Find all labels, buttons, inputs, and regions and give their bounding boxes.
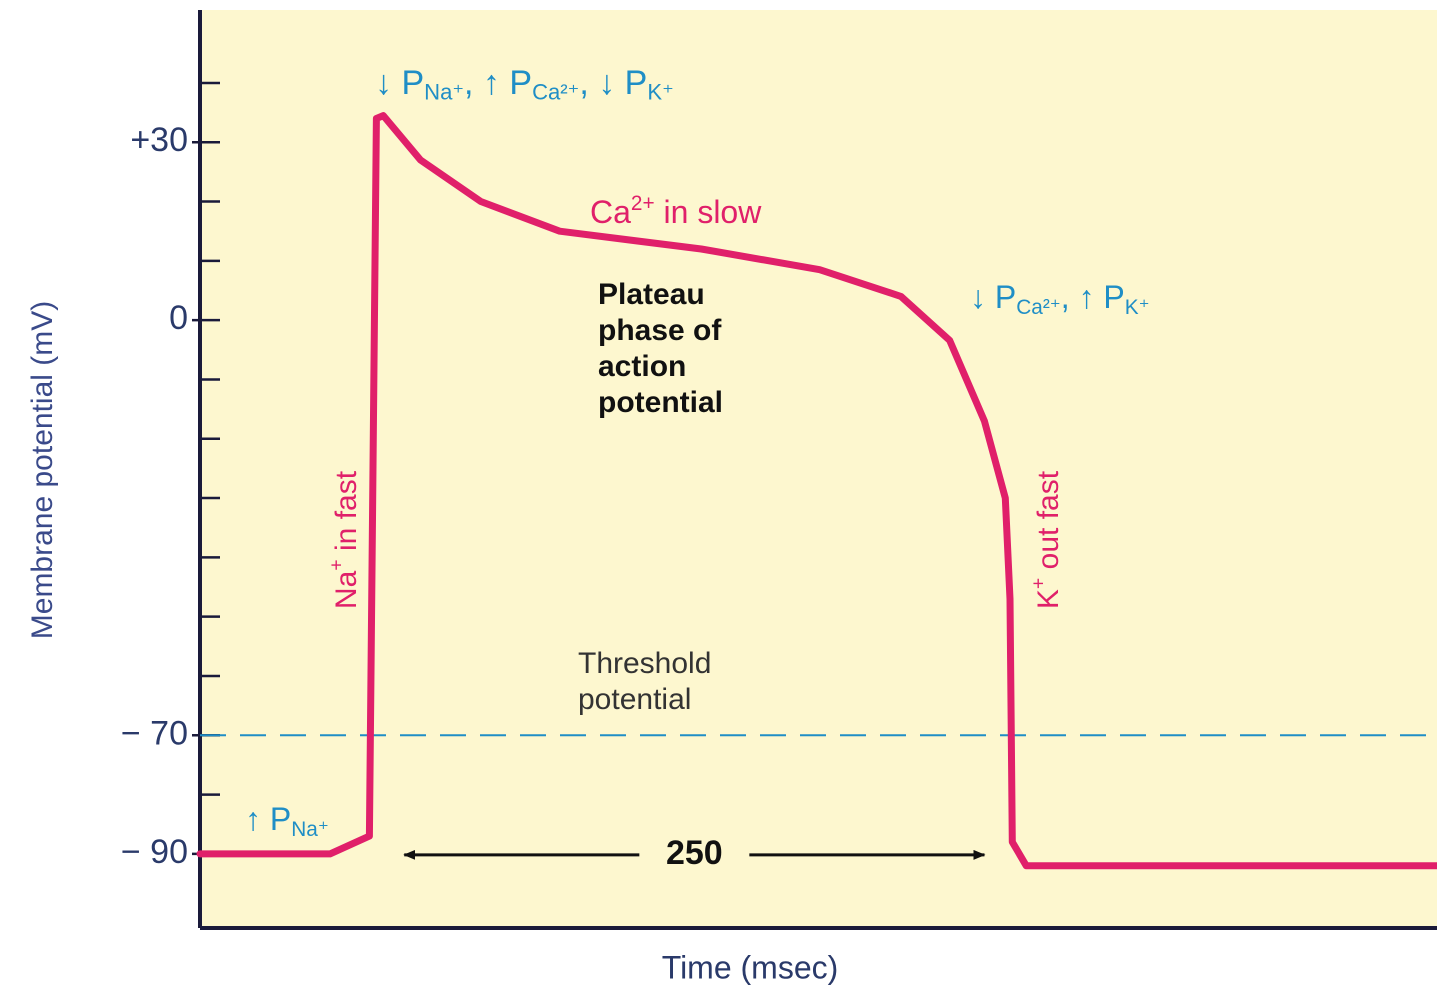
y-axis-label: Membrane potential (mV)	[26, 301, 59, 639]
y-tick-label: 0	[169, 299, 188, 337]
span-label: 250	[666, 834, 723, 872]
annotation-part: Na⁺	[424, 79, 464, 104]
y-tick-label: − 90	[121, 833, 188, 871]
annotation: potential	[578, 683, 691, 716]
annotation: Ca2+ in slow	[590, 191, 762, 230]
annotation-part: Ca²⁺	[532, 79, 579, 104]
annotation-part: ↓ P	[970, 279, 1016, 315]
annotation-part: K⁺	[1125, 296, 1150, 319]
annotation: action	[598, 350, 686, 383]
annotation-part: +	[1028, 578, 1050, 589]
annotation: phase of	[598, 314, 722, 347]
y-tick-label: − 70	[121, 714, 188, 752]
annotation-part: K	[1032, 589, 1065, 609]
annotation-part: K⁺	[647, 79, 673, 104]
annotation-part: , ↑ P	[464, 64, 532, 102]
annotation: K+ out fast	[1028, 470, 1065, 609]
annotation-part: Na⁺	[291, 818, 329, 841]
annotation-part: in slow	[655, 194, 763, 230]
annotation-part: , ↓ P	[579, 64, 647, 102]
y-tick-label: +30	[130, 121, 188, 159]
annotation-part: in fast	[330, 470, 363, 559]
annotation-part: +	[326, 559, 348, 570]
plot-background	[200, 10, 1437, 928]
annotation: ↓ PNa⁺, ↑ PCa²⁺, ↓ PK⁺	[375, 64, 674, 104]
annotation: Threshold	[578, 647, 711, 680]
annotation-part: Ca²⁺	[1016, 296, 1061, 319]
annotation: ↑ PNa⁺	[245, 801, 329, 840]
annotation-part: out fast	[1032, 470, 1065, 577]
annotation-part: ↑ P	[245, 801, 291, 837]
annotation: ↓ PCa²⁺, ↑ PK⁺	[970, 279, 1150, 318]
line-series	[196, 112, 1437, 870]
annotation-part: 2+	[631, 191, 655, 214]
annotation: Plateau	[598, 278, 705, 311]
annotation-part: Ca	[590, 194, 631, 230]
annotation: potential	[598, 386, 723, 419]
annotation-part: Na	[330, 570, 363, 609]
annotation: Na+ in fast	[326, 470, 363, 609]
x-axis-label: Time (msec)	[662, 949, 839, 985]
annotation-part: , ↑ P	[1061, 279, 1125, 315]
annotation-part: ↓ P	[375, 64, 424, 102]
